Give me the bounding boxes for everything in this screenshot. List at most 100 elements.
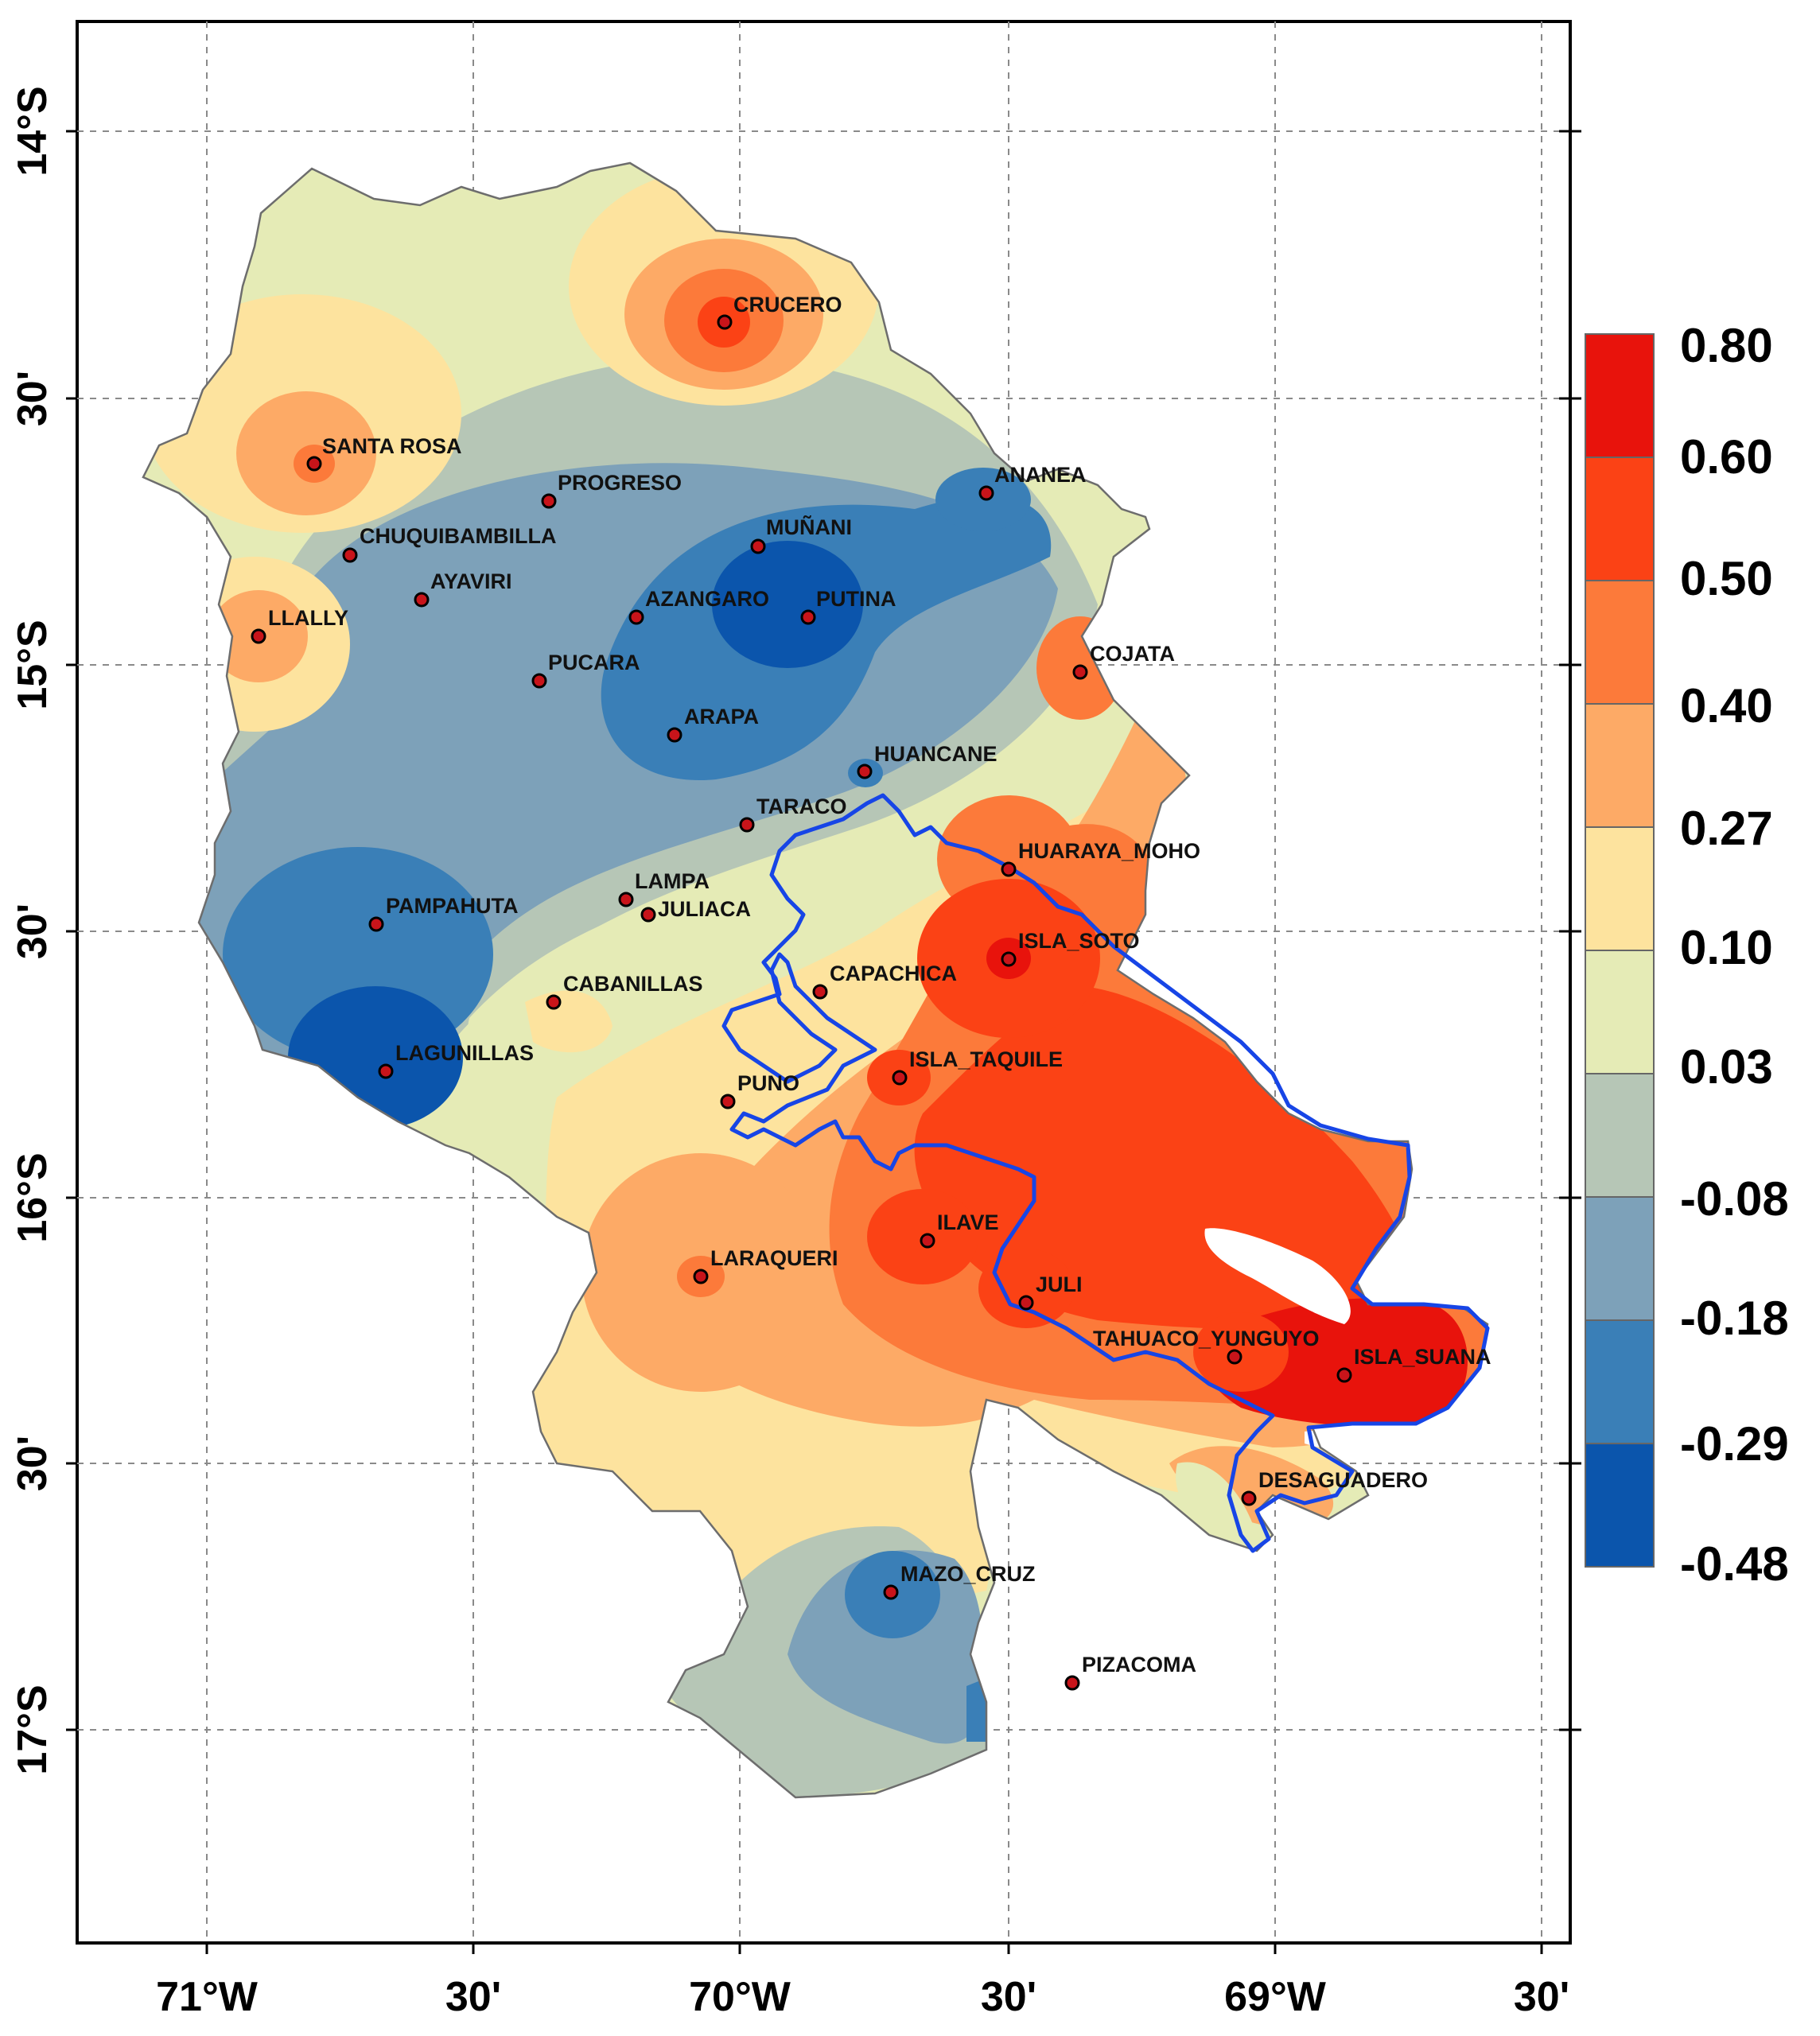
station-label: PUNO xyxy=(737,1071,799,1095)
station-marker-azangaro xyxy=(628,609,644,625)
station-marker-crucero xyxy=(717,314,733,330)
station-marker-munani xyxy=(750,538,766,554)
legend-swatch xyxy=(1585,703,1655,828)
station-marker-ananea xyxy=(978,485,994,501)
station-marker-llally xyxy=(251,628,266,644)
station-label: LARAQUERI xyxy=(710,1246,838,1270)
station-marker-progreso xyxy=(541,493,557,509)
legend-label: -0.18 xyxy=(1680,1292,1789,1345)
legend-colorbar xyxy=(1585,333,1655,1568)
station-label: TAHUACO_YUNGUYO xyxy=(1093,1327,1320,1350)
y-tick-label: 30' xyxy=(10,1436,56,1491)
legend-labels: 0.80 0.60 0.50 0.40 0.27 0.10 0.03 -0.08… xyxy=(1680,319,1789,1591)
y-tick-label: 17°S xyxy=(10,1684,56,1774)
station-marker-lagunillas xyxy=(378,1063,394,1079)
station-label: COJATA xyxy=(1090,642,1175,666)
legend-swatch xyxy=(1585,950,1655,1074)
station-marker-lampa xyxy=(618,892,634,907)
y-tick-label: 16°S xyxy=(10,1152,56,1242)
station-marker-ilave xyxy=(920,1233,935,1249)
station-marker-capachica xyxy=(812,984,828,1000)
station-marker-desaguadero xyxy=(1241,1490,1257,1506)
station-label: PUTINA xyxy=(816,587,896,611)
x-tick-label: 71°W xyxy=(156,1974,259,2020)
station-labels: CRUCERO SANTA ROSA PROGRESO ANANEA CHUQU… xyxy=(268,293,1491,1677)
x-tick-label: 30' xyxy=(981,1974,1036,2020)
station-label: PUCARA xyxy=(548,651,640,674)
station-label: ISLA_SUANA xyxy=(1354,1345,1491,1369)
region-border xyxy=(142,161,1489,1799)
station-label: PAMPAHUTA xyxy=(386,894,518,918)
station-marker-cabanillas xyxy=(546,994,562,1010)
legend-swatch xyxy=(1585,1073,1655,1198)
station-label: ISLA_SOTO xyxy=(1018,929,1140,953)
legend-label: 0.80 xyxy=(1680,319,1773,372)
y-tick-label: 30' xyxy=(10,903,56,959)
station-markers xyxy=(251,314,1352,1691)
station-label: JULI xyxy=(1036,1272,1083,1296)
station-marker-isla-suana xyxy=(1336,1367,1352,1383)
lake-island xyxy=(1204,1228,1351,1324)
station-label: SANTA ROSA xyxy=(322,434,462,458)
station-label: ILAVE xyxy=(937,1210,999,1234)
station-label: ARAPA xyxy=(684,705,759,729)
station-marker-huancane xyxy=(857,764,873,779)
x-tick-label: 30' xyxy=(1514,1974,1569,2020)
legend-label: -0.08 xyxy=(1680,1172,1789,1226)
station-label: MAZO_CRUZ xyxy=(900,1562,1036,1586)
station-label: JULIACA xyxy=(658,897,751,921)
station-label: LAMPA xyxy=(635,869,710,893)
x-tick-label: 69°W xyxy=(1224,1974,1327,2020)
station-label: PROGRESO xyxy=(558,471,682,495)
legend-swatch xyxy=(1585,457,1655,581)
station-label: MUÑANI xyxy=(766,515,852,539)
lake-island xyxy=(1305,1430,1376,1450)
station-marker-huaraya-moho xyxy=(1001,861,1017,877)
legend-swatch xyxy=(1585,580,1655,705)
station-label: CRUCERO xyxy=(733,293,842,317)
station-marker-ayaviri xyxy=(414,592,430,608)
station-label: LAGUNILLAS xyxy=(395,1041,534,1065)
legend-swatch xyxy=(1585,1196,1655,1321)
station-label: TARACO xyxy=(756,795,846,818)
station-label: ANANEA xyxy=(994,463,1087,487)
legend-label: 0.10 xyxy=(1680,921,1773,974)
station-marker-putina xyxy=(800,609,816,625)
station-label: HUANCANE xyxy=(874,742,998,766)
station-label: LLALLY xyxy=(268,606,348,630)
station-marker-mazo-cruz xyxy=(883,1584,899,1600)
station-marker-juli xyxy=(1018,1295,1034,1311)
legend-label: -0.48 xyxy=(1680,1537,1789,1591)
x-axis-labels: 71°W 30' 70°W 30' 69°W 30' xyxy=(156,1974,1569,2020)
legend-swatch xyxy=(1585,333,1655,458)
y-tick-label: 15°S xyxy=(10,620,56,709)
legend-label: 0.27 xyxy=(1680,802,1773,855)
station-label: DESAGUADERO xyxy=(1258,1468,1428,1492)
station-marker-cojata xyxy=(1072,664,1088,680)
station-label: CHUQUIBAMBILLA xyxy=(360,524,556,548)
x-tick-label: 70°W xyxy=(689,1974,791,2020)
legend-swatch xyxy=(1585,826,1655,951)
station-marker-isla-taquile xyxy=(892,1070,908,1086)
station-marker-isla-soto xyxy=(1001,951,1017,967)
y-axis-labels: 14°S 30' 15°S 30' 16°S 30' 17°S xyxy=(10,86,56,1774)
station-marker-juliaca xyxy=(640,907,656,923)
station-marker-tahuaco-yunguyo xyxy=(1227,1349,1242,1365)
tick-marks xyxy=(66,130,1581,1954)
station-label: PIZACOMA xyxy=(1082,1653,1196,1677)
station-label: HUARAYA_MOHO xyxy=(1018,839,1200,863)
station-label: AZANGARO xyxy=(645,587,769,611)
station-marker-chuquibambilla xyxy=(342,547,358,563)
legend-label: 0.50 xyxy=(1680,552,1773,605)
y-tick-label: 30' xyxy=(10,371,56,426)
lake-shoreline xyxy=(721,793,1490,1553)
station-marker-laraqueri xyxy=(693,1269,709,1284)
legend-swatch xyxy=(1585,1443,1655,1568)
x-tick-label: 30' xyxy=(445,1974,501,2020)
legend-label: 0.40 xyxy=(1680,679,1773,732)
legend-label: -0.29 xyxy=(1680,1417,1789,1471)
station-marker-puno xyxy=(720,1094,736,1109)
station-marker-pampahuta xyxy=(368,916,384,932)
station-label: ISLA_TAQUILE xyxy=(909,1047,1063,1071)
